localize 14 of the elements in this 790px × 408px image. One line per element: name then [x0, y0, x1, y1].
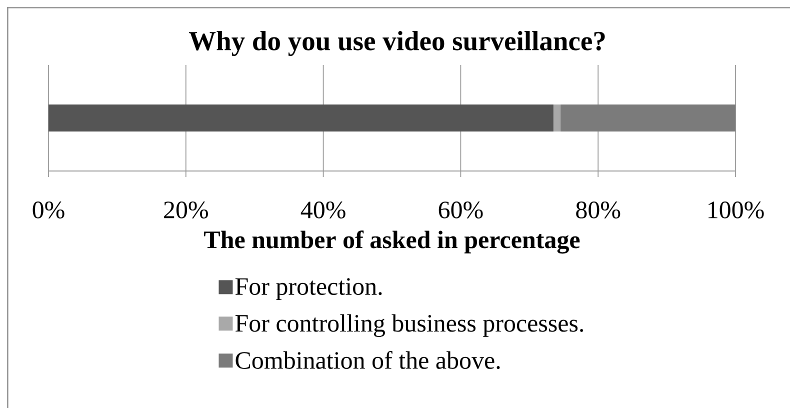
bar [48, 104, 554, 132]
x-tick-label: 40% [300, 202, 346, 218]
legend-label: Combination of the above. [236, 351, 500, 370]
x-tick-label: 20% [164, 202, 208, 218]
x-axis-title: The number of asked in percentage [204, 230, 580, 254]
x-tick-label: 100% [708, 202, 764, 218]
bar [553, 104, 560, 132]
x-tick-label: 0% [32, 202, 64, 218]
legend-label: For controlling business processes. [235, 314, 584, 337]
bar [560, 104, 736, 132]
chart-title: Why do you use video surveillance? [188, 31, 605, 56]
x-tick-label: 60% [438, 202, 483, 218]
x-tick-label: 80% [576, 202, 620, 218]
legend-label: For protection. [235, 278, 382, 300]
